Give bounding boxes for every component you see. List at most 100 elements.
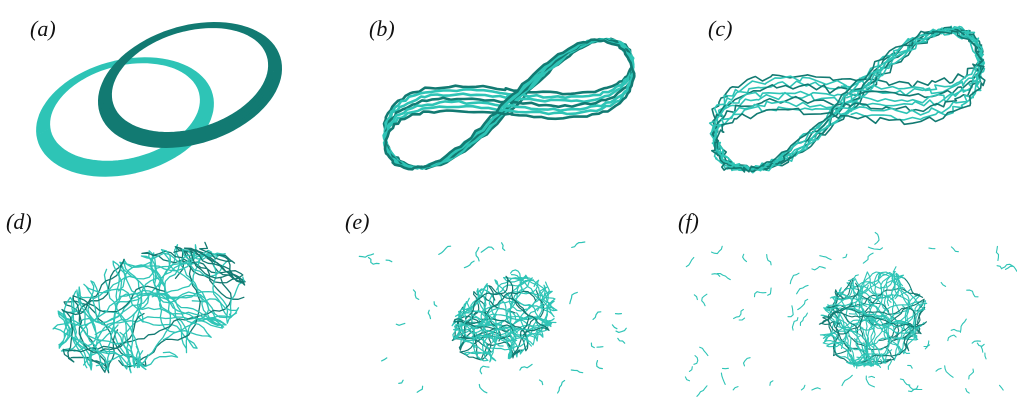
vortex-fragment	[819, 255, 832, 261]
vortex-fragment	[617, 337, 626, 344]
vortex-fragment	[769, 380, 774, 386]
vortex-fragment	[753, 291, 767, 298]
vortex-fragment	[478, 383, 488, 394]
vortex-fragment	[980, 345, 984, 353]
vortex-fragment	[791, 317, 799, 331]
bundle-strand	[384, 38, 636, 169]
panel-b: (b)	[339, 0, 678, 199]
vortex-fragment	[800, 384, 806, 391]
bundle-strand	[709, 26, 986, 172]
panel-label-a: (a)	[30, 16, 56, 41]
ring-strand	[36, 57, 214, 177]
vortex-fragment	[867, 344, 874, 348]
vortex-fragment	[944, 365, 954, 378]
panel-label-d: (d)	[6, 209, 32, 234]
vortex-filament	[833, 291, 900, 352]
vortex-fragment	[910, 318, 916, 333]
vortex-fragment	[538, 379, 544, 386]
vortex-fragment	[811, 387, 821, 391]
vortex-filament	[454, 289, 543, 351]
vortex-fragment	[398, 379, 404, 384]
vortex-fragment	[976, 342, 985, 347]
vortex-fragment	[475, 246, 480, 262]
vortex-fragment	[868, 375, 876, 379]
vortex-fragment	[935, 367, 942, 372]
vortex-filament	[480, 285, 530, 352]
panel-f: (f)	[678, 199, 1017, 398]
vortex-fragment	[947, 334, 957, 342]
vortex-filament	[459, 310, 511, 361]
vortex-fragment	[596, 360, 603, 370]
vortex-fragment	[479, 365, 490, 375]
vortex-fragment	[867, 298, 879, 310]
vortex-fragment	[923, 344, 931, 348]
vortex-fragment	[693, 355, 699, 365]
vortex-fragment	[848, 274, 859, 282]
vortex-filament	[117, 244, 210, 354]
vortex-fragment	[427, 309, 432, 320]
vortex-filament	[66, 249, 213, 327]
bundle-strand	[711, 26, 984, 173]
vortex-fragment	[871, 343, 885, 351]
vortex-fragment	[996, 265, 1003, 270]
vortex-fragment	[412, 289, 420, 300]
vortex-fragment	[545, 281, 550, 297]
vortex-fragment	[861, 303, 868, 307]
panel-d: (d)	[0, 199, 339, 398]
vortex-fragment	[984, 352, 987, 360]
vortex-fragment	[519, 363, 533, 371]
vortex-fragment	[811, 265, 826, 271]
bundle-strand	[383, 38, 636, 171]
vortex-fragment	[684, 376, 691, 382]
vortex-fragment	[789, 272, 800, 285]
vortex-fragment	[950, 328, 961, 332]
vortex-filament	[820, 314, 888, 367]
vortex-fragment	[699, 346, 709, 357]
vortex-fragment	[696, 385, 708, 397]
vortex-fragment	[766, 254, 772, 266]
ring-strand	[98, 22, 282, 148]
panel-label-b: (b)	[369, 16, 395, 41]
vortex-filament	[183, 241, 246, 286]
vortex-filament	[465, 275, 550, 336]
vortex-fragment	[965, 388, 970, 394]
vortex-fragment	[862, 252, 874, 264]
vortex-fragment	[797, 298, 809, 311]
vortex-fragment	[570, 369, 584, 374]
vortex-fragment	[367, 256, 380, 265]
vortex-fragment	[720, 372, 726, 385]
ring-strand	[104, 23, 276, 141]
vortex-fragment	[557, 379, 566, 394]
vortex-fragment	[899, 378, 911, 386]
vortex-fragment	[571, 241, 586, 248]
vortex-fragment	[395, 322, 406, 326]
vortex-fragment	[876, 355, 882, 368]
vortex-filament	[61, 258, 145, 363]
vortex-fragment	[710, 245, 723, 255]
vortex-fragment	[701, 293, 708, 307]
panel-label-f: (f)	[678, 209, 699, 234]
panel-c: (c)	[678, 0, 1017, 199]
vortex-fragment	[796, 284, 809, 295]
vortex-fragment	[971, 340, 981, 344]
vortex-filament	[868, 271, 915, 328]
vortex-fragment	[742, 253, 748, 263]
vortex-filament	[472, 307, 532, 362]
vortex-filament	[863, 272, 910, 367]
vortex-fragment	[940, 281, 947, 287]
vortex-fragment	[767, 287, 772, 296]
vortex-fragment	[501, 242, 506, 251]
vortex-fragment	[569, 291, 578, 305]
vortex-fragment	[865, 375, 875, 388]
vortex-filament	[822, 321, 862, 367]
bundle-strand	[711, 27, 984, 171]
vortex-fragment	[381, 357, 388, 362]
dense-core-sparse-figure	[358, 241, 627, 394]
vortex-fragment	[711, 273, 721, 277]
vortex-fragment	[874, 231, 880, 245]
vortex-fragment	[385, 259, 393, 263]
vortex-fragment	[841, 374, 853, 387]
scattered-fragments-figure	[684, 231, 1017, 397]
bundle-strand	[708, 25, 984, 172]
vortex-fragment	[688, 366, 693, 372]
